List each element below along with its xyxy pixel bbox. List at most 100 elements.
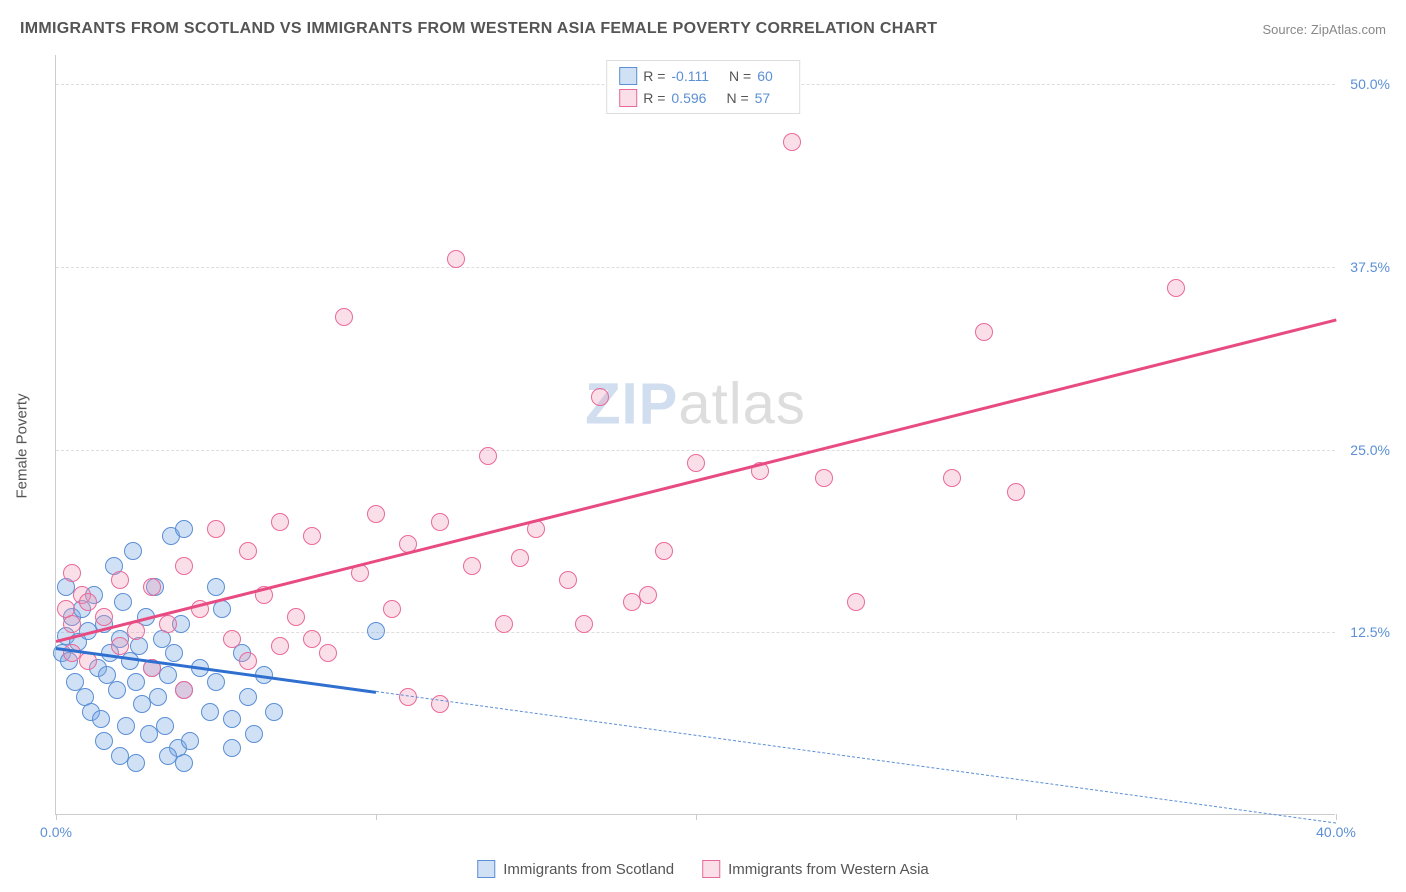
scatter-point <box>265 703 283 721</box>
scatter-point <box>159 666 177 684</box>
scatter-point <box>245 725 263 743</box>
scatter-point <box>687 454 705 472</box>
legend-swatch-bottom-0 <box>477 860 495 878</box>
scatter-point <box>239 542 257 560</box>
scatter-point <box>156 717 174 735</box>
scatter-point <box>165 644 183 662</box>
scatter-point <box>111 637 129 655</box>
scatter-point <box>213 600 231 618</box>
scatter-point <box>175 557 193 575</box>
legend-swatch-1 <box>619 89 637 107</box>
gridline <box>56 632 1335 633</box>
scatter-point <box>303 630 321 648</box>
scatter-point <box>95 732 113 750</box>
scatter-point <box>159 615 177 633</box>
scatter-point <box>1007 483 1025 501</box>
x-tick <box>1016 814 1017 820</box>
x-tick <box>1336 814 1337 820</box>
scatter-point <box>511 549 529 567</box>
trend-line <box>56 318 1337 642</box>
scatter-point <box>149 688 167 706</box>
scatter-point <box>943 469 961 487</box>
scatter-point <box>639 586 657 604</box>
legend-item-0: Immigrants from Scotland <box>477 860 674 878</box>
x-tick-label: 0.0% <box>40 824 72 840</box>
scatter-point <box>575 615 593 633</box>
scatter-point <box>127 622 145 640</box>
scatter-point <box>303 527 321 545</box>
x-tick <box>376 814 377 820</box>
trend-line-extrapolated <box>376 691 1336 824</box>
scatter-point <box>367 622 385 640</box>
scatter-point <box>431 513 449 531</box>
legend-series: Immigrants from Scotland Immigrants from… <box>477 860 929 878</box>
x-tick-label: 40.0% <box>1316 824 1356 840</box>
watermark: ZIPatlas <box>585 371 806 438</box>
legend-stats-row-0: R = -0.111 N = 60 <box>619 65 787 87</box>
scatter-point <box>92 710 110 728</box>
scatter-point <box>79 593 97 611</box>
legend-swatch-bottom-1 <box>702 860 720 878</box>
scatter-point <box>319 644 337 662</box>
legend-swatch-0 <box>619 67 637 85</box>
scatter-point <box>559 571 577 589</box>
scatter-point <box>223 710 241 728</box>
scatter-point <box>975 323 993 341</box>
scatter-point <box>63 615 81 633</box>
gridline <box>56 450 1335 451</box>
scatter-point <box>175 681 193 699</box>
y-axis-label: Female Poverty <box>14 393 31 498</box>
scatter-point <box>181 732 199 750</box>
scatter-point <box>127 754 145 772</box>
scatter-point <box>463 557 481 575</box>
scatter-point <box>127 673 145 691</box>
scatter-point <box>223 739 241 757</box>
source-attribution: Source: ZipAtlas.com <box>1262 22 1386 37</box>
scatter-point <box>114 593 132 611</box>
scatter-point <box>383 600 401 618</box>
scatter-point <box>175 520 193 538</box>
scatter-point <box>335 308 353 326</box>
scatter-point <box>287 608 305 626</box>
y-tick-label: 37.5% <box>1340 259 1390 275</box>
scatter-point <box>847 593 865 611</box>
scatter-point <box>159 747 177 765</box>
legend-item-1: Immigrants from Western Asia <box>702 860 929 878</box>
scatter-point <box>239 688 257 706</box>
legend-stats-row-1: R = 0.596 N = 57 <box>619 87 787 109</box>
scatter-point <box>207 520 225 538</box>
scatter-point <box>479 447 497 465</box>
scatter-point <box>143 578 161 596</box>
y-tick-label: 50.0% <box>1340 76 1390 92</box>
scatter-point <box>495 615 513 633</box>
legend-stats: R = -0.111 N = 60 R = 0.596 N = 57 <box>606 60 800 114</box>
gridline <box>56 267 1335 268</box>
scatter-point <box>655 542 673 560</box>
scatter-point <box>201 703 219 721</box>
y-tick-label: 12.5% <box>1340 624 1390 640</box>
scatter-point <box>175 754 193 772</box>
scatter-point <box>271 637 289 655</box>
scatter-point <box>591 388 609 406</box>
scatter-point <box>367 505 385 523</box>
scatter-point <box>207 578 225 596</box>
chart-title: IMMIGRANTS FROM SCOTLAND VS IMMIGRANTS F… <box>20 20 937 38</box>
scatter-point <box>124 542 142 560</box>
scatter-point <box>815 469 833 487</box>
scatter-point <box>447 250 465 268</box>
scatter-point <box>271 513 289 531</box>
correlation-chart: IMMIGRANTS FROM SCOTLAND VS IMMIGRANTS F… <box>0 0 1406 892</box>
scatter-point <box>783 133 801 151</box>
scatter-point <box>117 717 135 735</box>
plot-area: ZIPatlas 12.5%25.0%37.5%50.0%0.0%40.0% <box>55 55 1335 815</box>
scatter-point <box>111 571 129 589</box>
scatter-point <box>108 681 126 699</box>
scatter-point <box>63 564 81 582</box>
scatter-point <box>95 608 113 626</box>
x-tick <box>696 814 697 820</box>
scatter-point <box>239 652 257 670</box>
y-tick-label: 25.0% <box>1340 442 1390 458</box>
scatter-point <box>207 673 225 691</box>
scatter-point <box>1167 279 1185 297</box>
scatter-point <box>223 630 241 648</box>
